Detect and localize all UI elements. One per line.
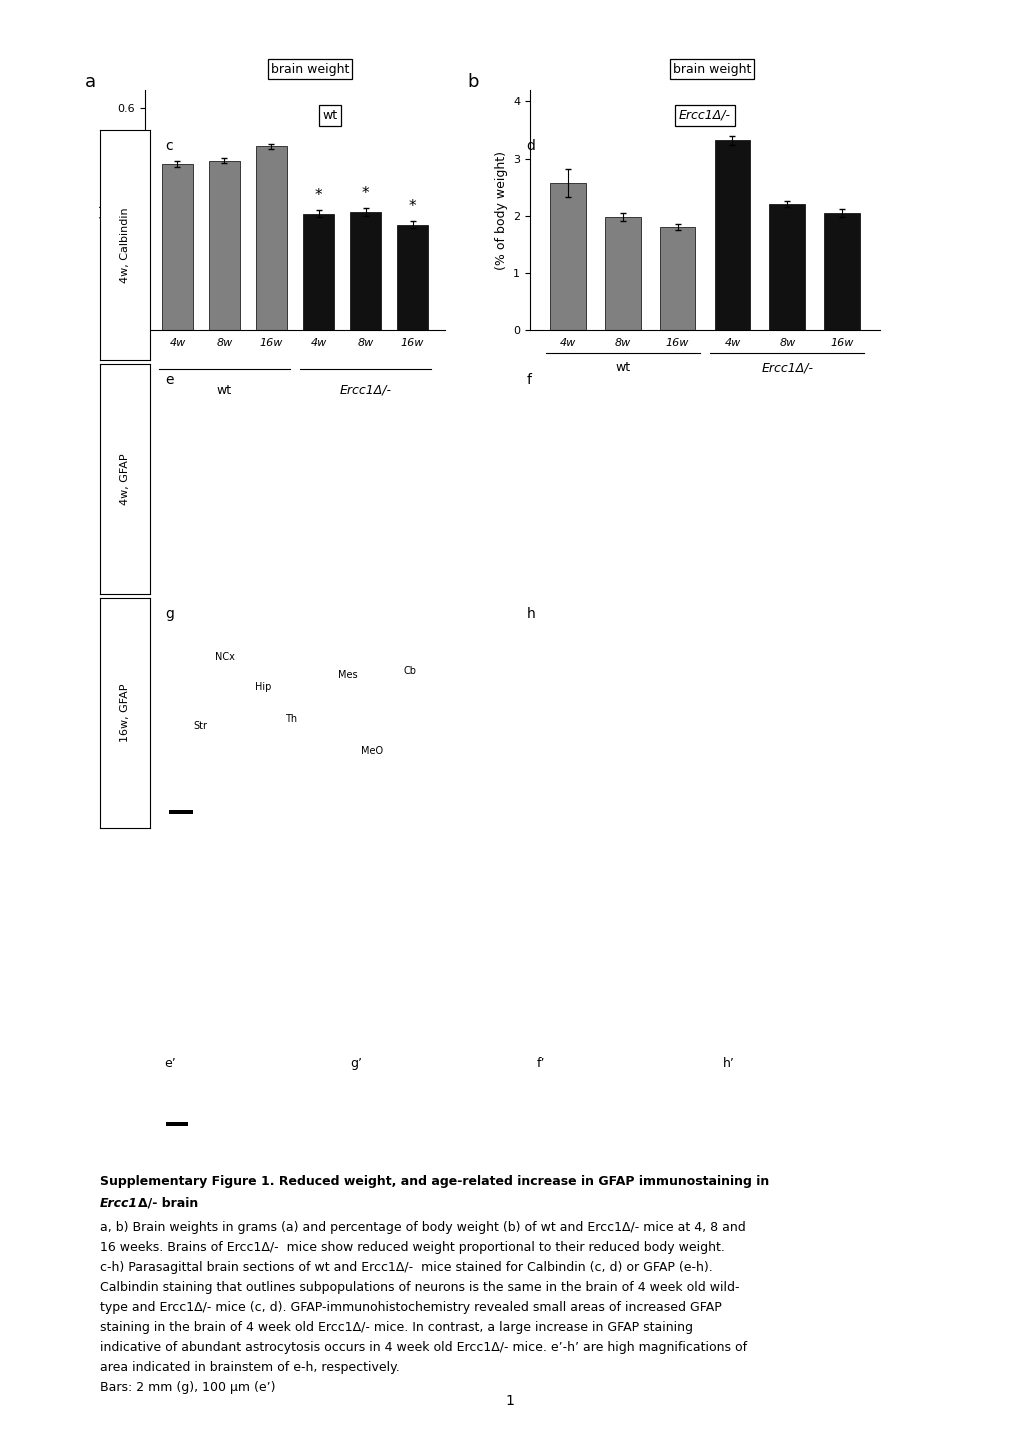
Text: wt: wt [322,110,337,123]
Text: type and Ercc1Δ/- mice (c, d). GFAP-immunohistochemistry revealed small areas of: type and Ercc1Δ/- mice (c, d). GFAP-immu… [100,1302,721,1315]
Text: Str: Str [194,722,207,732]
Bar [350,212,380,330]
Text: 16w, GFAP: 16w, GFAP [120,684,129,742]
Bar [209,160,239,330]
Text: staining in the brain of 4 week old Ercc1Δ/- mice. In contrast, a large increase: staining in the brain of 4 week old Ercc… [100,1320,692,1333]
Text: *: * [409,199,416,214]
Text: 4w, Calbindin: 4w, Calbindin [120,208,129,283]
Text: e: e [165,374,174,387]
Text: g’: g’ [351,1056,362,1069]
Bar [659,227,695,330]
Text: Calbindin staining that outlines subpopulations of neurons is the same in the br: Calbindin staining that outlines subpopu… [100,1281,739,1294]
Text: a: a [85,74,96,91]
Text: 1: 1 [505,1394,514,1408]
Text: wt: wt [614,361,630,374]
Text: c-h) Parasagittal brain sections of wt and Ercc1Δ/-  mice stained for Calbindin : c-h) Parasagittal brain sections of wt a… [100,1261,712,1274]
Text: MeO: MeO [361,746,383,756]
Text: Bars: 2 mm (g), 100 μm (e’): Bars: 2 mm (g), 100 μm (e’) [100,1381,275,1394]
Bar [768,205,804,330]
Bar [169,810,194,814]
Text: brain weight: brain weight [673,62,750,75]
Bar [396,225,427,330]
Text: Δ/- brain: Δ/- brain [138,1198,198,1211]
Text: h’: h’ [722,1056,734,1069]
Text: f: f [526,374,531,387]
Text: Cb: Cb [404,665,417,675]
Text: g: g [165,608,174,620]
Text: f’: f’ [536,1056,544,1069]
Y-axis label: (g): (g) [99,201,112,219]
Bar [166,1123,187,1127]
Text: e’: e’ [164,1056,175,1069]
Bar [303,214,333,330]
Text: Hip: Hip [255,683,271,693]
Text: NCx: NCx [215,652,234,662]
Bar [714,140,750,330]
Bar [604,218,640,330]
Bar [162,165,193,330]
Bar [823,214,859,330]
Text: *: * [362,186,369,201]
Text: wt: wt [217,384,231,397]
Bar [549,183,585,330]
Text: b: b [467,74,478,91]
Text: 16 weeks. Brains of Ercc1Δ/-  mice show reduced weight proportional to their red: 16 weeks. Brains of Ercc1Δ/- mice show r… [100,1241,725,1254]
Text: area indicated in brainstem of e-h, respectively.: area indicated in brainstem of e-h, resp… [100,1361,399,1374]
Text: c: c [165,139,173,153]
Bar [256,147,286,330]
Text: brain weight: brain weight [271,62,348,75]
Y-axis label: (% of body weight): (% of body weight) [494,150,507,270]
Text: 4w, GFAP: 4w, GFAP [120,453,129,505]
Text: Supplementary Figure 1. Reduced weight, and age-related increase in GFAP immunos: Supplementary Figure 1. Reduced weight, … [100,1175,768,1188]
Text: Ercc1Δ/-: Ercc1Δ/- [679,110,731,123]
Text: h: h [526,608,535,620]
Text: *: * [315,188,322,203]
Text: a, b) Brain weights in grams (a) and percentage of body weight (b) of wt and Erc: a, b) Brain weights in grams (a) and per… [100,1221,745,1234]
Text: Th: Th [285,714,298,724]
Text: Ercc1: Ercc1 [100,1198,138,1211]
Text: d: d [526,139,535,153]
Text: indicative of abundant astrocytosis occurs in 4 week old Ercc1Δ/- mice. e’-h’ ar: indicative of abundant astrocytosis occu… [100,1341,746,1354]
Text: Ercc1Δ/-: Ercc1Δ/- [760,361,812,374]
Text: Ercc1Δ/-: Ercc1Δ/- [339,384,391,397]
Text: Mes: Mes [337,671,357,681]
